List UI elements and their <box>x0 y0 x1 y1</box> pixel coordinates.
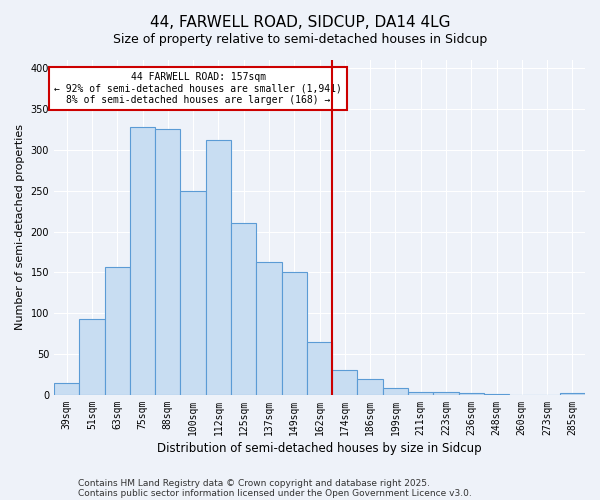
Bar <box>433 392 458 395</box>
Text: Size of property relative to semi-detached houses in Sidcup: Size of property relative to semi-detach… <box>113 32 487 46</box>
Bar <box>104 266 130 395</box>
Bar <box>307 342 332 395</box>
Text: Contains public sector information licensed under the Open Government Licence v3: Contains public sector information licen… <box>78 488 472 498</box>
Bar <box>231 222 256 395</box>
Bar <box>281 272 307 395</box>
Bar <box>155 130 181 395</box>
Text: 44, FARWELL ROAD, SIDCUP, DA14 4LG: 44, FARWELL ROAD, SIDCUP, DA14 4LG <box>150 15 450 30</box>
Bar <box>560 394 585 395</box>
Bar <box>79 319 104 395</box>
Bar <box>358 378 383 395</box>
Bar <box>458 394 484 395</box>
Bar <box>54 382 79 395</box>
Bar <box>130 127 155 395</box>
Text: 44 FARWELL ROAD: 157sqm
← 92% of semi-detached houses are smaller (1,941)
8% of : 44 FARWELL ROAD: 157sqm ← 92% of semi-de… <box>54 72 342 106</box>
Bar <box>484 394 509 395</box>
Bar <box>206 140 231 395</box>
Bar <box>383 388 408 395</box>
Bar <box>408 392 433 395</box>
Text: Contains HM Land Registry data © Crown copyright and database right 2025.: Contains HM Land Registry data © Crown c… <box>78 478 430 488</box>
Bar <box>181 190 206 395</box>
Bar <box>332 370 358 395</box>
Bar <box>256 262 281 395</box>
X-axis label: Distribution of semi-detached houses by size in Sidcup: Distribution of semi-detached houses by … <box>157 442 482 455</box>
Y-axis label: Number of semi-detached properties: Number of semi-detached properties <box>15 124 25 330</box>
